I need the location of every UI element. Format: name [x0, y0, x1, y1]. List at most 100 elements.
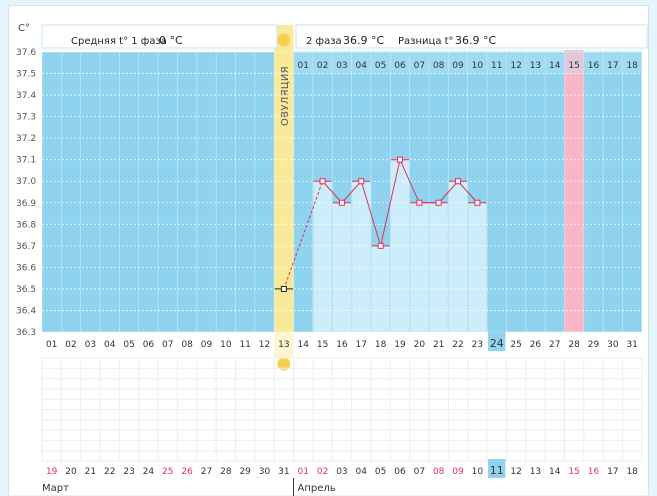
- date-label: 31: [278, 467, 289, 477]
- date-label: 28: [220, 467, 232, 477]
- phase2-label: 2 фаза: [306, 36, 342, 47]
- diff-value: 36.9 °C: [455, 34, 496, 47]
- x-tick-label: 31: [626, 340, 637, 350]
- temperature-point[interactable]: [338, 199, 345, 206]
- highlight-column: [564, 50, 584, 332]
- y-tick-label: 37.1: [16, 156, 36, 166]
- x-tick-label: 09: [201, 340, 213, 350]
- y-tick-label: 36.6: [16, 263, 36, 273]
- x-tick-label: 10: [220, 340, 232, 350]
- phase2-day-label: 17: [607, 61, 618, 71]
- y-tick-label: 36.8: [16, 220, 36, 230]
- date-label: 07: [414, 467, 425, 477]
- temperature-bar: [352, 181, 371, 332]
- y-tick-label: 36.4: [16, 306, 36, 316]
- x-tick-label: 20: [414, 340, 426, 350]
- date-label: 03: [336, 467, 347, 477]
- phase2-day-label: 10: [472, 61, 484, 71]
- ovulation-dot-icon: [277, 357, 291, 371]
- x-tick-label: 18: [375, 340, 387, 350]
- x-tick-label: 14: [297, 340, 309, 350]
- phase2-day-label: 01: [297, 61, 308, 71]
- temperature-point[interactable]: [435, 199, 442, 206]
- date-label: 01: [297, 467, 308, 477]
- date-label: 12: [510, 467, 521, 477]
- x-tick-label: 30: [607, 340, 619, 350]
- phase1-value: 0 °C: [159, 34, 183, 47]
- current-day-box: [488, 332, 506, 351]
- x-tick-label: 01: [46, 340, 57, 350]
- y-tick-label: 37.0: [16, 177, 36, 187]
- y-tick-label: 36.3: [16, 328, 36, 338]
- phase1-label: Средняя t° 1 фаза: [71, 36, 167, 47]
- temperature-bar: [468, 202, 487, 332]
- ovulation-sun-icon: [277, 33, 291, 47]
- x-tick-label: 05: [123, 340, 134, 350]
- x-tick-label: 21: [433, 340, 444, 350]
- current-date-box: [488, 459, 506, 478]
- y-tick-label: 37.3: [16, 113, 36, 123]
- date-label: 18: [626, 467, 638, 477]
- phase2-day-label: 15: [568, 61, 579, 71]
- date-label: 24: [143, 467, 155, 477]
- date-label: 25: [162, 467, 173, 477]
- y-tick-label: 37.2: [16, 134, 36, 144]
- temperature-bar: [332, 202, 352, 332]
- phase2-day-label: 03: [336, 61, 347, 71]
- date-label: 19: [46, 467, 58, 477]
- temperature-line-segment: [322, 180, 343, 204]
- phase2-day-label: 18: [626, 61, 638, 71]
- date-label: 04: [356, 467, 368, 477]
- phase2-day-label: 09: [452, 61, 464, 71]
- temperature-point[interactable]: [474, 199, 481, 206]
- temperature-point[interactable]: [377, 242, 384, 249]
- date-label: 20: [65, 467, 77, 477]
- x-tick-label: 29: [588, 340, 600, 350]
- x-tick-label: 11: [239, 340, 250, 350]
- date-label: 02: [317, 467, 328, 477]
- date-label: 17: [607, 467, 618, 477]
- x-tick-label: 15: [317, 340, 328, 350]
- temperature-line-segment: [360, 181, 382, 246]
- phase2-value: 36.9 °C: [343, 34, 384, 47]
- date-label: 22: [104, 467, 115, 477]
- temperature-line-segment: [457, 180, 478, 204]
- temperature-point[interactable]: [396, 156, 403, 163]
- x-tick-label: 16: [336, 340, 348, 350]
- temperature-point[interactable]: [455, 178, 462, 185]
- date-label: 14: [549, 467, 561, 477]
- date-label: 06: [394, 467, 406, 477]
- temperature-chart: ОВУЛЯЦИЯ 36.3 36.4 36.5 36.6 36.7 36.8 36.9 37.0…: [16, 23, 648, 496]
- y-tick-label: 36.9: [16, 199, 36, 209]
- phase2-day-label: 07: [414, 61, 425, 71]
- phase2-day-row: [293, 50, 642, 74]
- ovulation-label: ОВУЛЯЦИЯ: [280, 66, 291, 126]
- y-tick-label: 36.7: [16, 242, 36, 252]
- date-label: 10: [472, 467, 484, 477]
- chart-frame: ОВУЛЯЦИЯ 36.3 36.4 36.5 36.6 36.7 36.8 36.9 37.0…: [8, 5, 649, 496]
- temperature-bar: [313, 181, 332, 332]
- axis-unit: С°: [18, 23, 30, 34]
- temperature-line-segment: [399, 159, 420, 203]
- temperature-point[interactable]: [416, 199, 423, 206]
- temperature-point[interactable]: [280, 285, 287, 292]
- x-tick-label: 12: [259, 340, 270, 350]
- x-tick-label: 13: [278, 340, 289, 350]
- y-tick-label: 37.4: [16, 91, 36, 101]
- date-label: 13: [530, 467, 541, 477]
- x-tick-label: 19: [394, 340, 406, 350]
- date-label: 27: [201, 467, 212, 477]
- date-label: 30: [259, 467, 271, 477]
- y-tick-label: 36.5: [16, 285, 36, 295]
- temperature-point[interactable]: [358, 178, 365, 185]
- phase2-day-label: 08: [433, 61, 445, 71]
- x-tick-label: 27: [549, 340, 560, 350]
- ovulation-column: [274, 25, 294, 332]
- x-tick-label: 28: [568, 340, 580, 350]
- phase2-day-label: 06: [394, 61, 406, 71]
- x-tick-label: 23: [472, 340, 483, 350]
- temperature-line-segment: [341, 180, 362, 204]
- phase2-day-label: 12: [510, 61, 521, 71]
- date-label: 11: [490, 464, 504, 477]
- temperature-point[interactable]: [319, 178, 326, 185]
